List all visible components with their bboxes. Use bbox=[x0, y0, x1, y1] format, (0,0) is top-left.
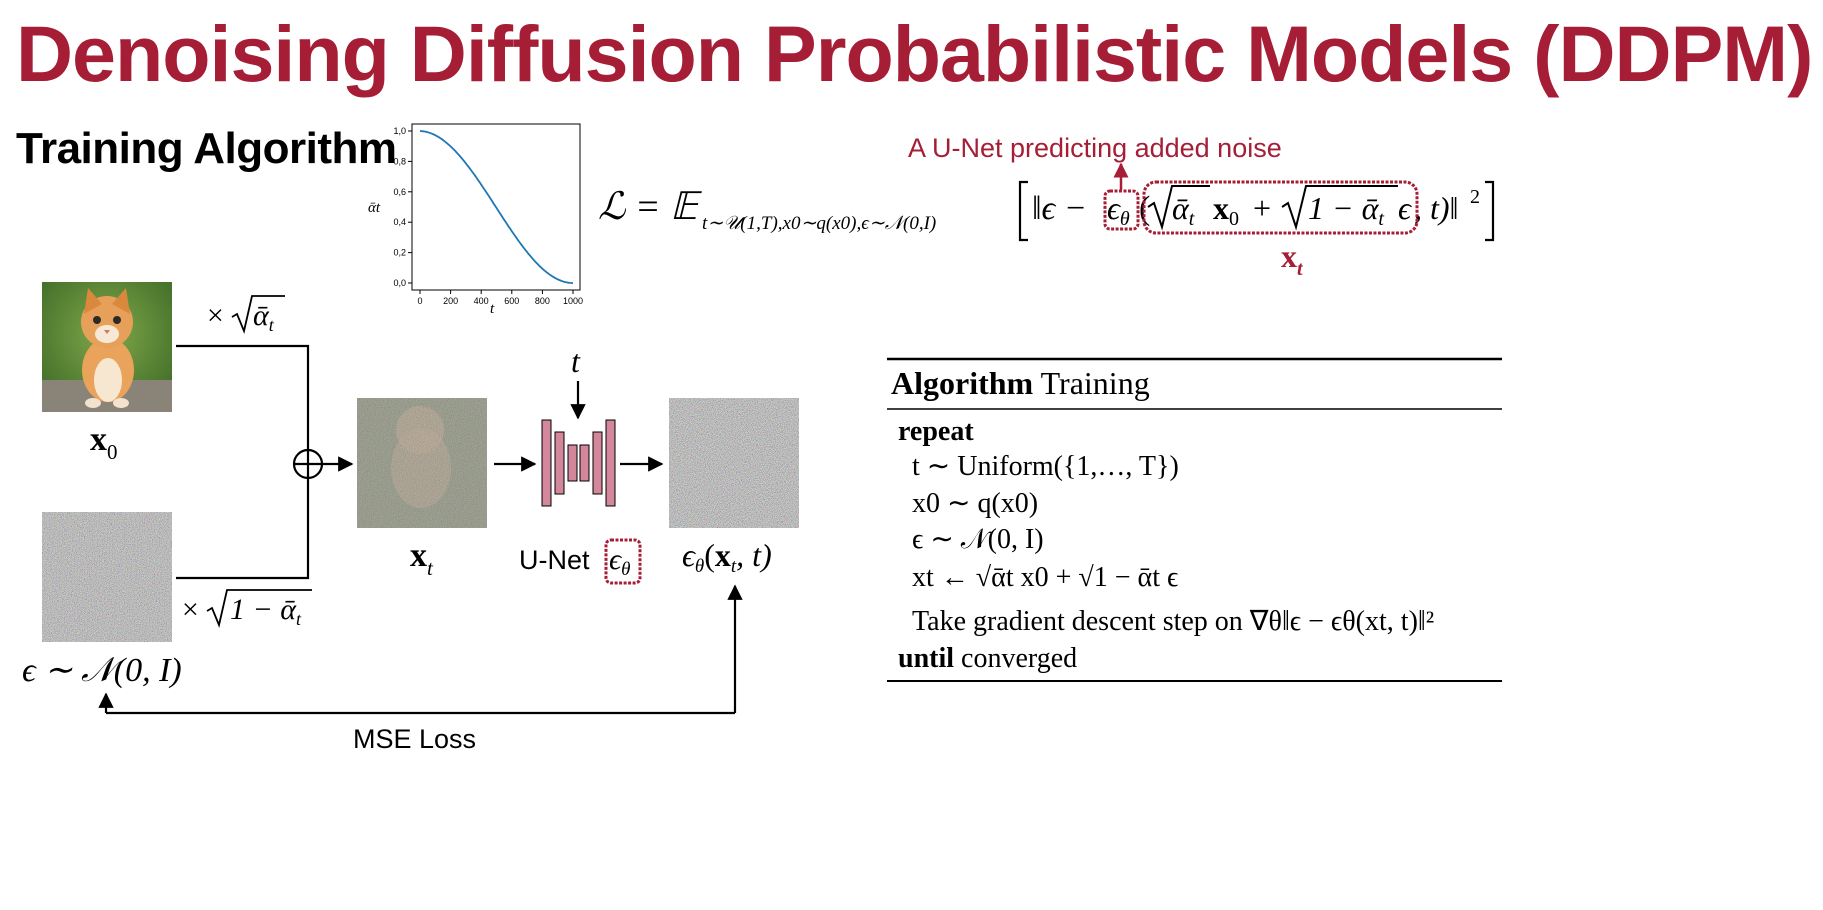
scale-noise-term: 1 − ᾱt bbox=[230, 593, 302, 629]
plot-ylabel: ᾱt bbox=[368, 200, 381, 216]
y-tick-label: 0,8 bbox=[393, 156, 406, 166]
xt-caption: xt bbox=[410, 537, 434, 580]
one-minus-alpha: 1 − ᾱt bbox=[1308, 190, 1384, 230]
x-tick-label: 600 bbox=[504, 296, 519, 306]
t-term: , t)‖ bbox=[1414, 190, 1459, 226]
plot-axis-ticks: 0 200 400 600 800 1000 0,0 0,2 0,4 0,6 0,8 1,0 bbox=[393, 126, 583, 306]
x-tick-label: 200 bbox=[443, 296, 458, 306]
output-caption: ϵθ(xt, t) bbox=[682, 537, 772, 577]
x-tick-label: 0 bbox=[417, 296, 422, 306]
eps-theta-symbol: ϵθ bbox=[1107, 190, 1130, 230]
noisy-xt-image bbox=[357, 398, 487, 528]
algorithm-line-5: Take gradient descent step on ∇θ‖ϵ − ϵθ(… bbox=[912, 606, 1434, 637]
y-tick-label: 1,0 bbox=[393, 126, 406, 136]
algorithm-line-3: ϵ ∼ 𝒩(0, I) bbox=[912, 524, 1044, 555]
signal-line bbox=[176, 344, 310, 452]
algorithm-header: Algorithm Training bbox=[891, 365, 1150, 401]
unet-eps-theta: ϵθ bbox=[609, 543, 630, 580]
eps-theta-highlight bbox=[1103, 189, 1140, 231]
scale-noise-sqrt bbox=[206, 589, 312, 628]
timestep-label: t bbox=[571, 343, 581, 379]
epsilon-term: ϵ bbox=[1398, 190, 1412, 226]
plus-sign: + bbox=[1253, 190, 1271, 226]
x-tick-label: 1000 bbox=[563, 296, 583, 306]
alpha-bar-schedule-plot: 0 200 400 600 800 1000 0,0 0,2 0,4 0,6 0,8 1,0 ᾱt t bbox=[368, 123, 583, 317]
predicted-noise-image bbox=[669, 398, 799, 528]
algorithm-line-2: x0 ∼ q(x0) bbox=[912, 488, 1038, 519]
scale-signal-alpha: ᾱt bbox=[253, 299, 275, 335]
y-tick-label: 0,2 bbox=[393, 248, 406, 258]
noise-image bbox=[42, 512, 172, 642]
algorithm-line-4: xt ← √ᾱt x0 + √1 − ᾱt ϵ bbox=[912, 562, 1178, 593]
unet-annotation: A U-Net predicting added noise bbox=[908, 133, 1282, 163]
kitten-image bbox=[42, 282, 172, 412]
paren-open: ( bbox=[1139, 190, 1150, 227]
plot-xlabel: t bbox=[490, 301, 495, 317]
y-tick-label: 0,0 bbox=[393, 278, 406, 288]
algorithm-until: until converged bbox=[898, 643, 1077, 674]
xt-label: xt bbox=[1281, 238, 1304, 280]
alpha-bar-curve bbox=[419, 130, 573, 284]
x0-term: x0 bbox=[1213, 190, 1239, 230]
noise-caption: ϵ ∼ 𝒩(0, I) bbox=[22, 652, 182, 689]
sqrt-sign-2 bbox=[1281, 185, 1398, 231]
x0-caption: x0 bbox=[90, 421, 118, 464]
scale-signal-sqrt bbox=[231, 295, 285, 334]
mse-loss-label: MSE Loss bbox=[353, 724, 476, 754]
loss-expectation-subscript: t∼𝒰(1,T),x0∼q(x0),ϵ∼𝒩(0,I) bbox=[702, 213, 936, 234]
algorithm-box: Algorithm Training repeat t ∼ Uniform({1… bbox=[887, 357, 1502, 682]
page-title: Denoising Diffusion Probabilistic Models… bbox=[16, 9, 1813, 98]
section-title: Training Algorithm bbox=[16, 124, 397, 173]
algorithm-repeat: repeat bbox=[898, 416, 974, 447]
sqrt-alpha-bar: ᾱt bbox=[1172, 190, 1195, 230]
forward-flow: x0 ϵ ∼ 𝒩(0, I) × ᾱt × 1 − ᾱt xt t bbox=[22, 282, 799, 754]
unet-blocks bbox=[541, 419, 616, 507]
x-tick-label: 400 bbox=[474, 296, 489, 306]
y-tick-label: 0,6 bbox=[393, 187, 406, 197]
left-bracket bbox=[1018, 180, 1028, 242]
algorithm-line-1: t ∼ Uniform({1,…, T}) bbox=[912, 451, 1179, 482]
loss-lhs: ℒ = 𝔼 bbox=[598, 186, 702, 228]
right-bracket bbox=[1485, 180, 1495, 242]
sqrt-sign-1 bbox=[1147, 185, 1210, 231]
loss-formula: A U-Net predicting added noise ℒ = 𝔼 t∼𝒰… bbox=[598, 133, 1495, 280]
unet-label: U-Net bbox=[519, 545, 590, 575]
xt-input-highlight bbox=[1142, 180, 1419, 235]
x-tick-label: 800 bbox=[535, 296, 550, 306]
noise-line bbox=[176, 478, 310, 580]
norm-open: ‖ϵ − bbox=[1032, 190, 1087, 227]
plot-frame bbox=[411, 123, 581, 291]
scale-noise-label: × bbox=[180, 593, 200, 626]
scale-signal-label: × bbox=[205, 299, 225, 332]
squared: 2 bbox=[1470, 186, 1480, 208]
y-tick-label: 0,4 bbox=[393, 217, 406, 227]
unet-eps-theta-highlight bbox=[604, 538, 642, 585]
